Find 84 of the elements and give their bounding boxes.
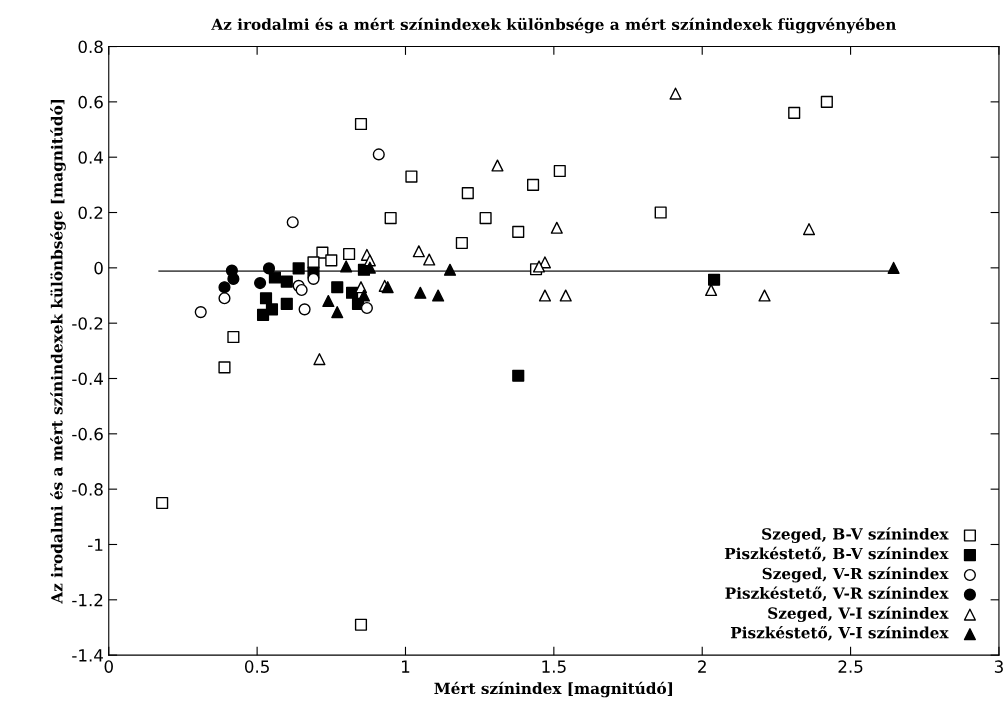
point (443, 263, 457, 276)
point (512, 369, 525, 382)
point (669, 87, 682, 100)
y-tick-label: 0.4 (78, 151, 103, 164)
point (559, 289, 572, 302)
point (405, 170, 418, 183)
x-tick-label: 0 (104, 660, 113, 673)
point (340, 260, 353, 273)
y-tick-label: 0.6 (78, 95, 103, 109)
point (538, 289, 552, 302)
legend-label: Piszkéstető, B-V színindex (724, 546, 949, 562)
x-tick-label: 2 (698, 660, 706, 673)
y-tick-label: -1.2 (72, 593, 103, 607)
point (218, 292, 231, 305)
y-tick-label: -1.4 (72, 649, 103, 662)
point (360, 301, 373, 315)
point (343, 247, 356, 261)
point (357, 289, 371, 302)
chart-title: Az irodalmi és a mért színindexek különbsége a mért színindexek függvényében (211, 17, 897, 34)
point (802, 223, 816, 236)
y-axis-title: Az irodalmi és a mért színindexek különbsége [magnitúdó] (50, 99, 66, 604)
x-tick-label: 2.5 (838, 660, 863, 673)
y-tick-label: -0.2 (72, 317, 103, 330)
point (194, 306, 207, 319)
point (218, 361, 231, 374)
x-tick-label: 3 (994, 660, 1003, 673)
point (325, 254, 338, 267)
point (331, 306, 344, 319)
point (708, 273, 721, 286)
point (372, 148, 385, 161)
point (423, 253, 436, 266)
y-tick-label: 0.8 (78, 40, 103, 54)
point (479, 211, 492, 225)
y-tick-label: 0.2 (78, 206, 103, 220)
legend-label: Szeged, V-I színindex (768, 606, 949, 623)
point (788, 106, 801, 120)
point (414, 286, 427, 299)
point (254, 276, 267, 290)
legend-label: Piszkéstető, V-R színindex (725, 586, 949, 602)
y-tick-label: -1 (88, 538, 103, 551)
point (705, 283, 718, 297)
y-tick-label: -0.4 (72, 372, 103, 386)
point (455, 236, 468, 250)
legend-label: Piszkéstető, V-I színindex (730, 625, 949, 641)
point (512, 225, 525, 238)
point (262, 262, 276, 275)
point (259, 292, 273, 305)
point (280, 297, 293, 310)
point (268, 271, 281, 284)
point (227, 330, 240, 344)
point (887, 261, 900, 274)
point (280, 275, 293, 288)
point (322, 294, 335, 308)
point (354, 117, 368, 131)
point (384, 211, 397, 225)
point (292, 262, 305, 275)
point (820, 95, 833, 108)
legend-label: Szeged, B-V színindex (762, 527, 949, 543)
point (298, 303, 311, 316)
point (553, 164, 566, 178)
point (412, 245, 425, 258)
point (156, 496, 169, 510)
point (218, 281, 231, 294)
x-axis-title: Mért színindex [magnitúdó] (434, 681, 673, 698)
point (491, 159, 504, 172)
point (654, 206, 667, 219)
point (256, 308, 270, 321)
point (758, 289, 771, 302)
point (354, 618, 368, 631)
point (331, 281, 344, 294)
point (286, 216, 299, 229)
y-tick-label: -0.8 (72, 483, 103, 496)
x-tick-label: 1 (402, 660, 410, 673)
legend-label: Szeged, V-R színindex (762, 566, 949, 583)
point (295, 283, 308, 297)
point (527, 178, 540, 191)
point (313, 353, 326, 366)
y-tick-label: -0.6 (72, 427, 103, 441)
point (550, 221, 563, 234)
point (461, 187, 474, 200)
point (432, 289, 445, 302)
x-tick-label: 1.5 (542, 660, 566, 673)
x-tick-label: 0.5 (244, 660, 269, 673)
y-tick-label: 0 (94, 261, 103, 275)
